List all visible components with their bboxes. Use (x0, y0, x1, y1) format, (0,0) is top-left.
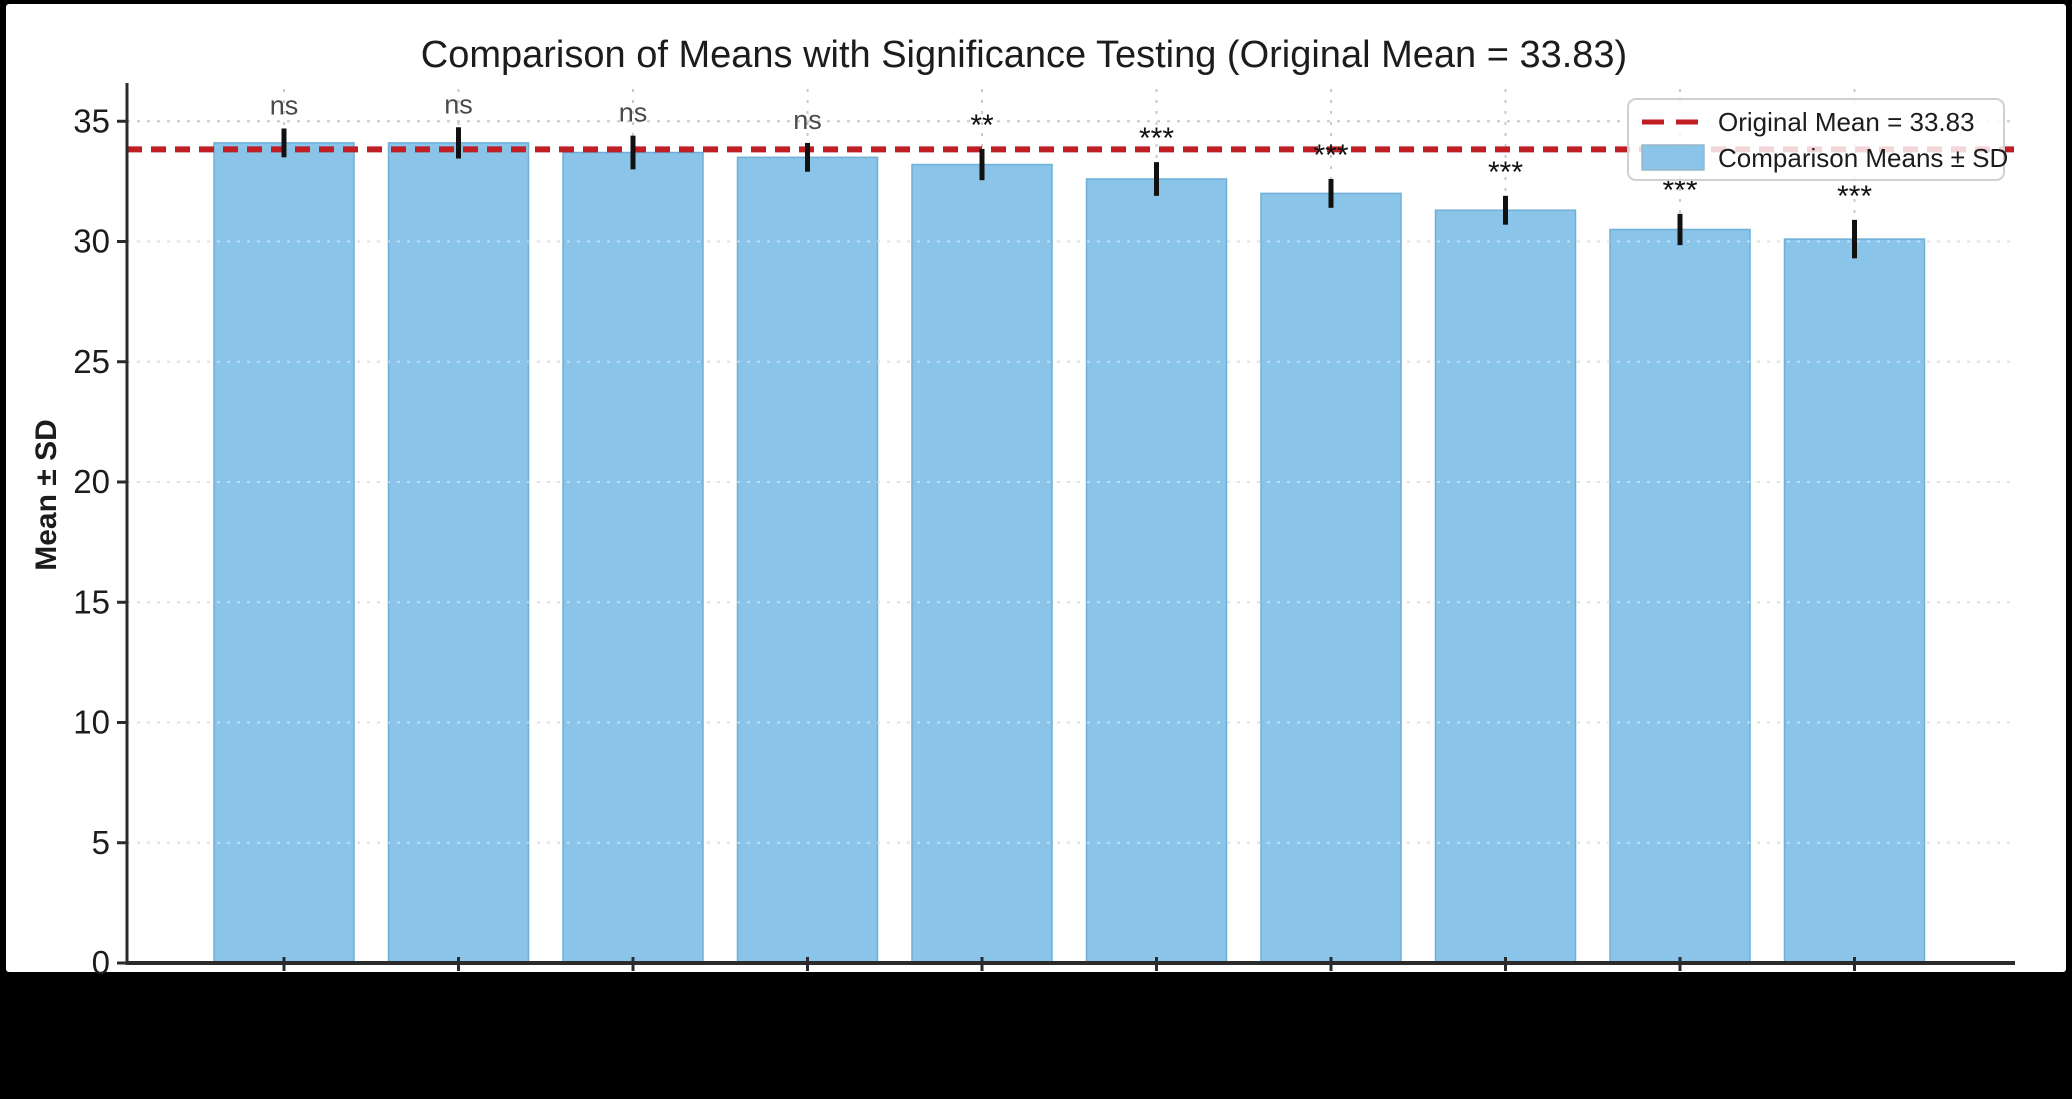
legend-patch-sample (1641, 144, 1705, 171)
significance-label: ns (270, 90, 299, 120)
significance-label: *** (1837, 180, 1872, 213)
significance-label: *** (1139, 122, 1174, 155)
bar (387, 142, 530, 964)
bar (1260, 192, 1402, 964)
y-tick-label: 20 (73, 463, 110, 500)
significance-label: *** (1488, 156, 1523, 189)
chart-title: Comparison of Means with Significance Te… (421, 34, 1627, 76)
legend-box (1627, 98, 2005, 181)
bar (1609, 228, 1751, 964)
bars-layer (213, 142, 1926, 964)
legend-label-original-mean: Original Mean = 33.83 (1718, 107, 1975, 137)
legend-label-comparison: Comparison Means ± SD (1718, 143, 2008, 173)
bar (1434, 209, 1577, 964)
y-axis-label: Mean ± SD (30, 419, 63, 571)
bar (1783, 238, 1926, 964)
y-tick-label: 15 (73, 583, 110, 620)
bar (911, 163, 1053, 964)
bar (213, 142, 355, 964)
y-tick-label: 35 (73, 102, 110, 139)
significance-label: ** (970, 109, 994, 142)
y-tick-label: 25 (73, 343, 110, 380)
significance-labels-layer: ns ns ns ns ** ************ *** (270, 89, 1873, 213)
significance-label: ns (793, 105, 822, 135)
y-tick-label: 30 (73, 223, 110, 260)
significance-label: ns (444, 89, 473, 119)
y-tick-label: 0 (92, 944, 110, 981)
y-tick-label: 5 (92, 824, 110, 861)
error-bars-layer (281, 127, 1857, 259)
bar (562, 151, 704, 964)
bar (1085, 178, 1228, 964)
bar (736, 156, 879, 964)
significance-label: *** (1313, 139, 1348, 172)
y-tick-label: 10 (73, 704, 110, 741)
axes-layer: 0 5 10 15 20 25 30 35 (73, 83, 2015, 981)
legend: Original Mean = 33.83 Comparison Means ±… (1627, 98, 2008, 181)
significance-label: ns (619, 98, 648, 128)
